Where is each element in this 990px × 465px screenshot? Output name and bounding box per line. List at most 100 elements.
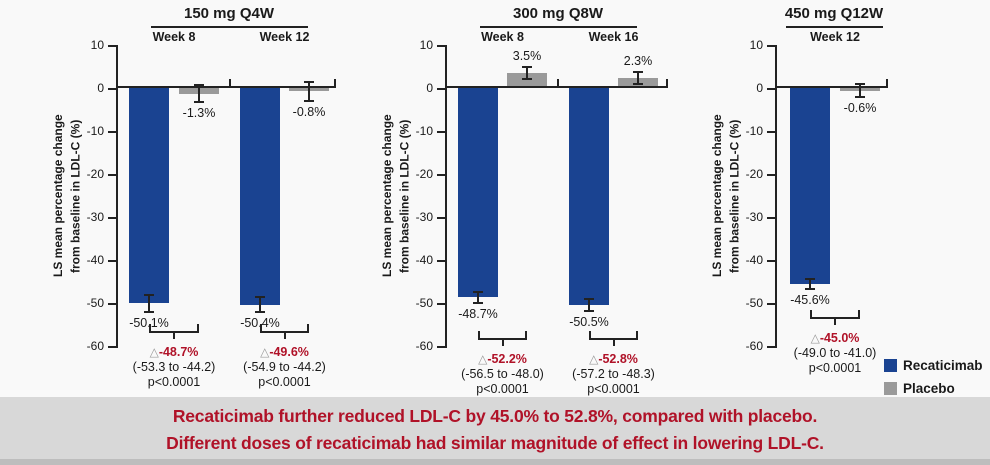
- y-tick: [767, 174, 775, 176]
- error-bar-cap: [855, 82, 865, 85]
- error-bar-cap: [633, 70, 643, 73]
- y-tick: [767, 260, 775, 262]
- y-axis-line: [116, 45, 118, 348]
- y-tick: [108, 131, 116, 133]
- y-tick-label: -30: [86, 210, 104, 224]
- zero-line: [116, 86, 336, 88]
- week-label: Week 8: [152, 30, 196, 44]
- delta-value: -49.6%: [269, 345, 309, 359]
- y-tick: [108, 88, 116, 90]
- delta-triangle-icon: △: [260, 345, 270, 359]
- error-bar: [859, 82, 861, 99]
- conclusion-banner: Recaticimab further reduced LDL-C by 45.…: [0, 397, 990, 465]
- y-tick-label: -10: [86, 124, 104, 138]
- x-end-tick: [666, 79, 668, 86]
- y-axis-title-text: LS mean percentage change from baseline i…: [710, 114, 742, 278]
- y-tick: [108, 217, 116, 219]
- comparison-bracket-stem: [173, 333, 175, 339]
- error-bar-cap: [805, 288, 815, 291]
- error-bar: [198, 84, 200, 104]
- y-tick: [767, 88, 775, 90]
- y-tick: [437, 131, 445, 133]
- y-tick: [437, 346, 445, 348]
- error-bar-cap: [522, 78, 532, 81]
- y-tick-label: -30: [745, 210, 763, 224]
- error-bar: [809, 278, 811, 291]
- y-axis-title-text: LS mean percentage change from baseline i…: [380, 114, 412, 278]
- comparison-bracket: [810, 317, 860, 319]
- delta-value: -52.2%: [487, 352, 527, 366]
- error-bar-cap: [255, 311, 265, 314]
- zero-line: [445, 86, 668, 88]
- y-axis-title: LS mean percentage change from baseline i…: [50, 45, 86, 347]
- legend: Recaticimab Placebo: [884, 357, 983, 403]
- panel-title: 300 mg Q8W: [512, 5, 604, 22]
- y-tick: [437, 303, 445, 305]
- comparison-bracket-end: [858, 310, 860, 317]
- bar-value-label: 3.5%: [512, 48, 542, 63]
- y-axis-line: [775, 45, 777, 348]
- error-bar-cap: [304, 99, 314, 102]
- y-tick-label: 0: [426, 81, 433, 95]
- ci-label: (-56.5 to -48.0): [461, 367, 544, 381]
- delta-triangle-icon: △: [810, 331, 820, 345]
- delta-triangle-icon: △: [478, 352, 488, 366]
- error-bar-cap: [855, 96, 865, 99]
- week-label: Week 12: [259, 30, 310, 44]
- y-tick: [437, 88, 445, 90]
- error-bar-cap: [194, 84, 204, 87]
- y-tick: [767, 217, 775, 219]
- bar-recaticimab: [790, 88, 830, 285]
- y-tick-label: -40: [415, 253, 433, 267]
- y-tick: [767, 346, 775, 348]
- error-bar: [526, 65, 528, 81]
- bar-value-label: -0.6%: [843, 101, 877, 116]
- error-bar-cap: [304, 81, 314, 84]
- bar-recaticimab: [240, 88, 280, 305]
- panel-title-underline: [480, 26, 637, 28]
- y-tick: [767, 45, 775, 47]
- y-axis-title: LS mean percentage change from baseline i…: [379, 45, 415, 347]
- y-tick-label: 10: [749, 38, 763, 52]
- bar-value-label: -45.6%: [790, 293, 830, 308]
- ci-label: (-53.3 to -44.2): [132, 360, 216, 374]
- error-bar-cap: [194, 101, 204, 104]
- y-tick-label: -30: [415, 210, 433, 224]
- comparison-bracket-end: [478, 331, 480, 338]
- error-bar-cap: [144, 310, 154, 313]
- comparison-bracket: [149, 331, 199, 333]
- error-bar-cap: [805, 278, 815, 281]
- comparison-bracket-end: [810, 310, 812, 317]
- error-bar-cap: [584, 298, 594, 301]
- error-bar-cap: [522, 65, 532, 68]
- legend-label-recaticimab: Recaticimab: [903, 357, 983, 373]
- y-tick-label: -20: [745, 167, 763, 181]
- week-label: Week 12: [810, 30, 860, 44]
- delta-value: -45.0%: [819, 331, 860, 345]
- p-value-label: p<0.0001: [808, 361, 862, 375]
- x-end-tick: [334, 79, 336, 86]
- x-separator-tick: [229, 79, 231, 86]
- y-tick: [437, 45, 445, 47]
- p-value-label: p<0.0001: [258, 375, 311, 389]
- y-tick: [108, 303, 116, 305]
- y-axis-title: LS mean percentage change from baseline i…: [709, 45, 745, 347]
- error-bar-cap: [584, 310, 594, 313]
- bar-placebo: [507, 72, 547, 88]
- legend-item-placebo: Placebo: [884, 380, 983, 396]
- y-tick-label: 0: [756, 81, 763, 95]
- y-tick-label: 10: [419, 38, 433, 52]
- bottom-strip: [0, 459, 990, 465]
- y-tick: [767, 303, 775, 305]
- y-tick-label: -40: [86, 253, 104, 267]
- y-tick: [767, 131, 775, 133]
- p-value-label: p<0.0001: [587, 382, 640, 396]
- delta-label: △-48.7%: [99, 345, 249, 359]
- p-value-label: p<0.0001: [147, 375, 201, 389]
- y-tick-label: -20: [86, 167, 104, 181]
- ci-label: (-49.0 to -41.0): [793, 346, 877, 360]
- x-separator-tick: [557, 79, 559, 86]
- bar-value-label: -50.4%: [220, 316, 300, 330]
- y-tick-label: -60: [745, 339, 763, 353]
